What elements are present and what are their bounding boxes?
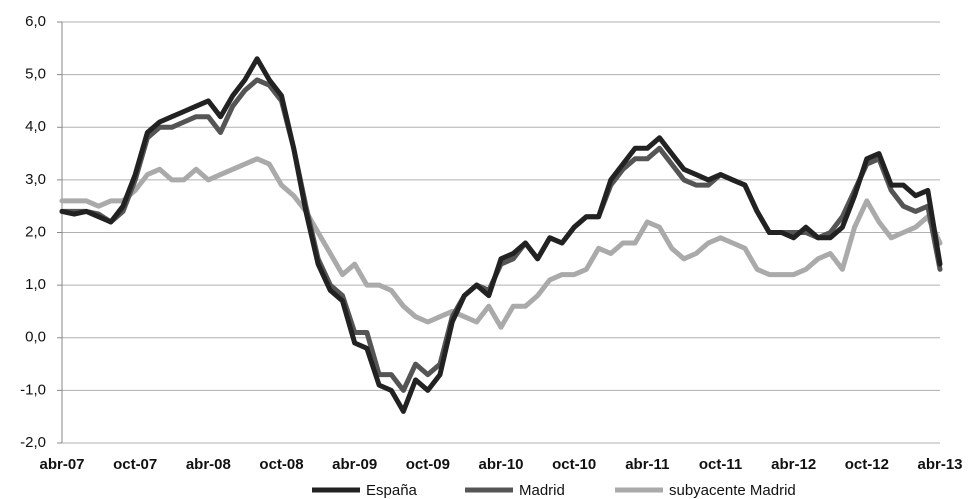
y-tick-label: 1,0 xyxy=(25,276,46,293)
x-tick-label: abr-07 xyxy=(39,456,84,473)
x-tick-label: abr-10 xyxy=(478,456,523,473)
x-tick-label: oct-10 xyxy=(552,456,596,473)
x-tick-label: oct-07 xyxy=(113,456,157,473)
y-tick-label: 0,0 xyxy=(25,329,46,346)
y-tick-label: 4,0 xyxy=(25,118,46,135)
x-tick-label: abr-12 xyxy=(771,456,816,473)
x-tick-label: abr-11 xyxy=(625,456,669,473)
legend-label: subyacente Madrid xyxy=(669,482,796,499)
line-series xyxy=(59,156,943,330)
x-tick-label: oct-11 xyxy=(699,456,742,473)
line-series xyxy=(59,56,943,414)
x-tick-label: oct-12 xyxy=(845,456,889,473)
x-tick-label: abr-08 xyxy=(186,456,231,473)
y-tick-label: -2,0 xyxy=(20,434,46,451)
line-series xyxy=(59,77,943,393)
x-tick-label: abr-09 xyxy=(332,456,377,473)
x-tick-label: oct-09 xyxy=(406,456,450,473)
legend-label: Madrid xyxy=(519,482,565,499)
y-tick-label: -1,0 xyxy=(20,381,46,398)
legend-label: España xyxy=(366,482,418,499)
y-tick-label: 5,0 xyxy=(25,66,46,83)
x-tick-label: abr-13 xyxy=(917,456,962,473)
x-tick-label: oct-08 xyxy=(259,456,303,473)
y-tick-label: 3,0 xyxy=(25,171,46,188)
y-tick-label: 6,0 xyxy=(25,13,46,30)
y-tick-label: 2,0 xyxy=(25,223,46,240)
